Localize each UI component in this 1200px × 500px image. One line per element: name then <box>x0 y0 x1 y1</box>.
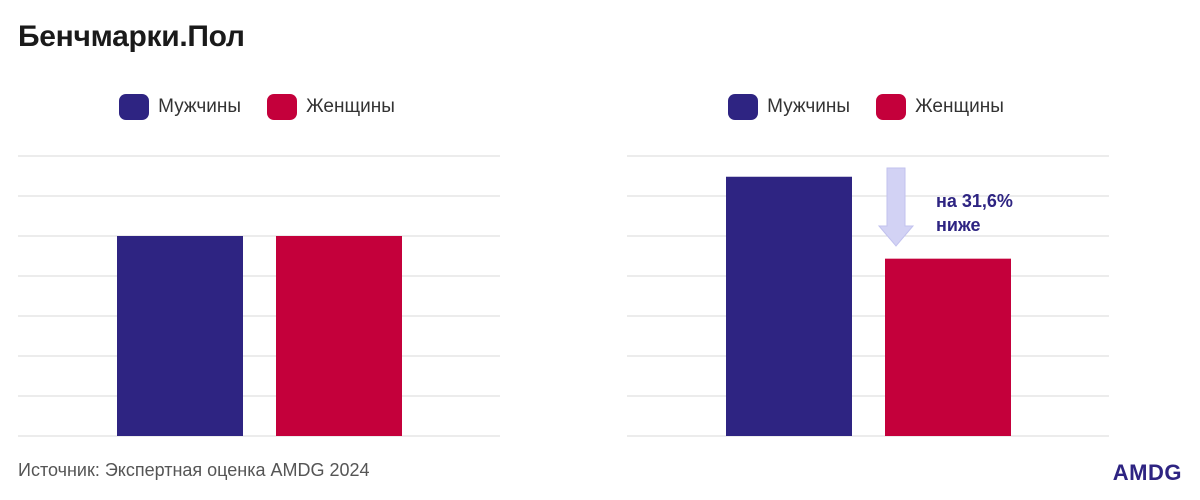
chart-right: на 31,6% ниже Мужчины Женщины <box>621 88 1111 448</box>
bar-women <box>276 236 402 436</box>
page-title: Бенчмарки.Пол <box>18 20 245 53</box>
legend-item-men: Мужчины <box>728 94 850 120</box>
arrow-down-icon <box>877 167 915 247</box>
legend-label-women: Женщины <box>915 96 1004 117</box>
bar-men <box>726 176 852 437</box>
brand-logo: AMDG <box>1112 460 1182 485</box>
legend-swatch-women <box>876 94 907 120</box>
legend-item-men: Мужчины <box>119 94 241 120</box>
chart-left-plot <box>18 155 500 437</box>
chart-right-plot: на 31,6% ниже <box>627 155 1109 437</box>
legend-item-women: Женщины <box>267 94 395 120</box>
chart-left-legend: Мужчины Женщины <box>12 94 502 120</box>
annotation-line-1: на 31,6% <box>936 191 1013 211</box>
legend-label-women: Женщины <box>306 96 395 117</box>
source-note: Источник: Экспертная оценка AMDG 2024 <box>18 460 370 480</box>
chart-right-legend: Мужчины Женщины <box>621 94 1111 120</box>
legend-swatch-men <box>119 94 150 120</box>
legend-swatch-men <box>728 94 759 120</box>
legend-label-men: Мужчины <box>158 96 242 117</box>
annotation-arrow-down-icon <box>877 167 915 247</box>
bar-women <box>885 258 1011 436</box>
legend-swatch-women <box>267 94 298 120</box>
legend-item-women: Женщины <box>876 94 1004 120</box>
annotation-line-2: ниже <box>936 215 980 235</box>
chart-left: Мужчины Женщины <box>12 88 502 448</box>
bar-men <box>117 236 243 436</box>
legend-label-men: Мужчины <box>767 96 851 117</box>
